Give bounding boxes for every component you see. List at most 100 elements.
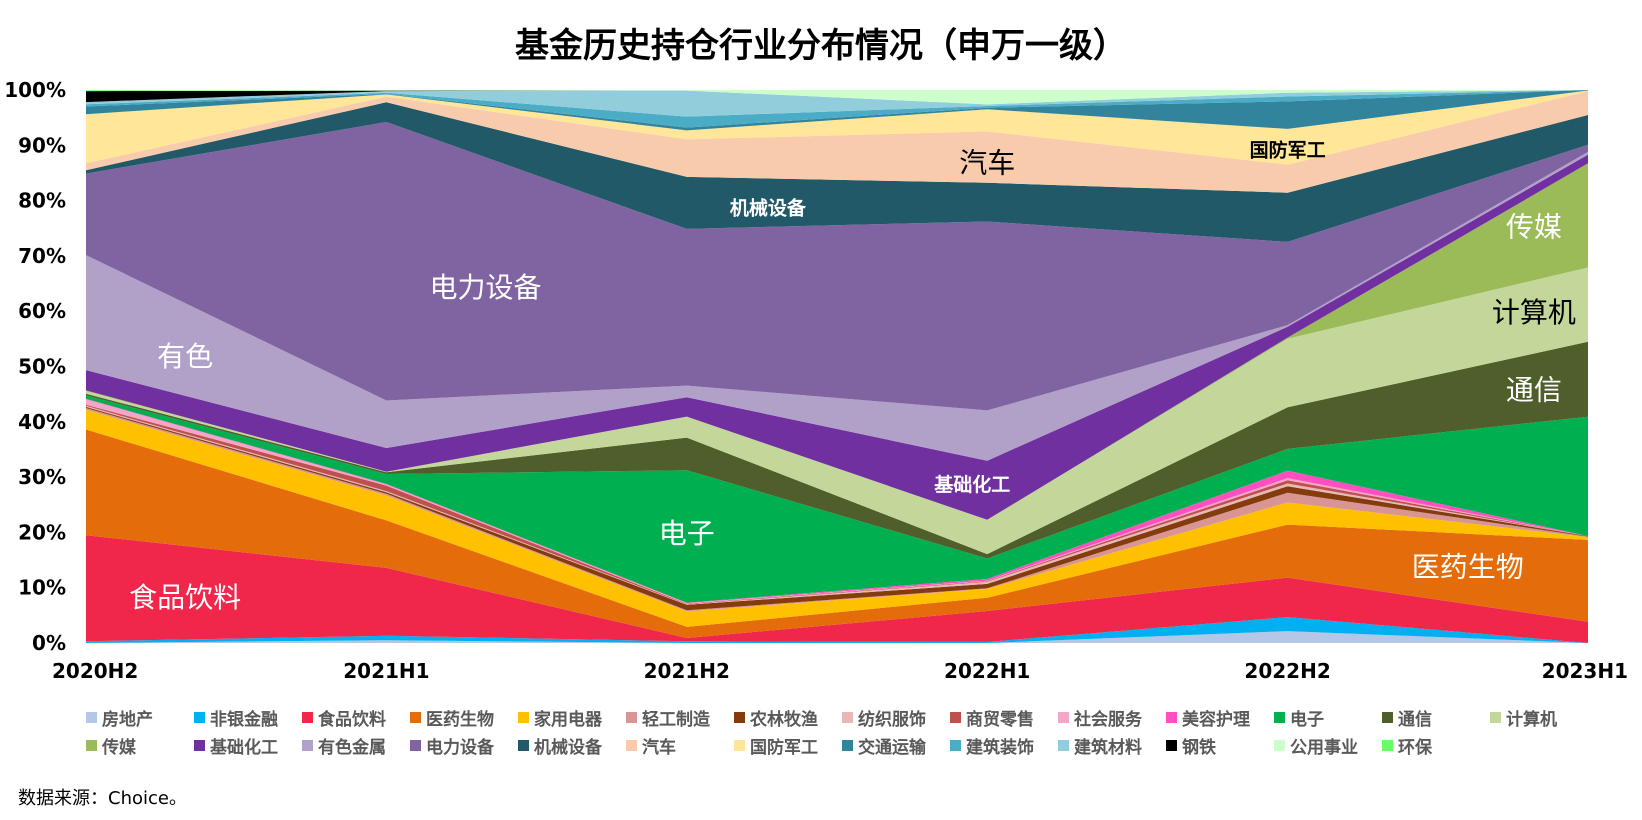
- legend-label: 农林牧渔: [750, 709, 818, 730]
- legend-label: 非银金融: [210, 709, 278, 730]
- legend-swatch: [302, 711, 313, 723]
- legend-item: 建筑装饰: [950, 734, 1058, 758]
- legend-item: 传媒: [86, 734, 194, 758]
- legend-swatch: [1274, 739, 1285, 751]
- legend-swatch: [410, 739, 421, 751]
- legend-swatch: [302, 739, 313, 751]
- legend-label: 国防军工: [750, 737, 818, 758]
- legend-swatch: [1166, 711, 1177, 723]
- legend-item: 钢铁: [1166, 734, 1274, 758]
- area-series-19: [86, 91, 1588, 193]
- legend-swatch: [86, 711, 97, 723]
- legend-swatch: [950, 739, 961, 751]
- source-note: 数据来源：Choice。: [18, 788, 187, 809]
- legend-item: 电力设备: [410, 734, 518, 758]
- y-tick-label: 60%: [18, 299, 66, 323]
- legend-label: 食品饮料: [318, 709, 386, 730]
- legend-swatch: [734, 711, 745, 723]
- area-series-25: [86, 90, 1588, 105]
- legend-label: 美容护理: [1182, 709, 1250, 730]
- x-tick-label: 2023H1: [1542, 659, 1628, 683]
- chart-title: 基金历史持仓行业分布情况（申万一级）: [515, 26, 1127, 66]
- area-series-23: [86, 90, 1588, 117]
- legend-label: 电力设备: [426, 737, 494, 758]
- legend-label: 计算机: [1506, 709, 1557, 730]
- legend-swatch: [626, 711, 637, 723]
- legend-swatch: [842, 739, 853, 751]
- legend-label: 商贸零售: [966, 709, 1034, 730]
- legend-swatch: [1382, 739, 1393, 751]
- legend-label: 轻工制造: [642, 709, 710, 730]
- legend-swatch: [86, 739, 97, 751]
- legend-swatch: [1382, 711, 1393, 723]
- legend-item: 机械设备: [518, 734, 626, 758]
- area-annotation: 食品饮料: [129, 581, 241, 614]
- legend-label: 公用事业: [1290, 737, 1358, 758]
- legend-item: 建筑材料: [1058, 734, 1166, 758]
- legend-label: 电子: [1290, 709, 1324, 730]
- legend-swatch: [1166, 739, 1177, 751]
- y-tick-label: 0%: [32, 631, 66, 655]
- area-series-18: [86, 102, 1588, 242]
- area-annotation: 电力设备: [429, 271, 541, 304]
- area-series-21: [86, 90, 1588, 131]
- x-tick-label: 2020H2: [52, 659, 138, 683]
- y-tick-label: 30%: [18, 465, 66, 489]
- area-series-20: [86, 90, 1588, 165]
- area-annotation: 有色: [157, 340, 213, 373]
- y-tick-label: 100%: [4, 78, 66, 102]
- legend-item: 汽车: [626, 734, 734, 758]
- area-series-26: [86, 90, 1588, 91]
- legend-item: 交通运输: [842, 734, 950, 758]
- legend-label: 汽车: [642, 737, 676, 758]
- legend-item: 电子: [1274, 706, 1382, 730]
- area-series-3: [86, 429, 1588, 638]
- x-axis-ticks: 2020H2 2021H1 2021H2 2022H1 2022H2 2023H1: [52, 659, 1628, 683]
- legend-item: 医药生物: [410, 706, 518, 730]
- area-annotation: 汽车: [959, 147, 1015, 180]
- x-tick-label: 2021H2: [644, 659, 730, 683]
- legend-item: 房地产: [86, 706, 194, 730]
- legend-item: 公用事业: [1274, 734, 1382, 758]
- area-annotation: 计算机: [1492, 296, 1576, 329]
- area-series-17: [86, 122, 1588, 411]
- legend-label: 医药生物: [426, 709, 494, 730]
- y-tick-label: 20%: [18, 520, 66, 544]
- legend-swatch: [194, 739, 205, 751]
- legend-label: 通信: [1398, 709, 1432, 730]
- legend-label: 建筑装饰: [966, 737, 1034, 758]
- legend-label: 家用电器: [534, 709, 602, 730]
- legend-label: 交通运输: [858, 737, 926, 758]
- legend-label: 建筑材料: [1074, 737, 1142, 758]
- legend-label: 机械设备: [534, 737, 602, 758]
- legend-item: 商贸零售: [950, 706, 1058, 730]
- legend-label: 传媒: [102, 737, 136, 758]
- legend-label: 环保: [1398, 737, 1432, 758]
- legend-label: 纺织服饰: [858, 709, 926, 730]
- legend-item: 国防军工: [734, 734, 842, 758]
- legend-item: 计算机: [1490, 706, 1598, 730]
- legend-swatch: [518, 739, 529, 751]
- area-series-1: [86, 617, 1588, 643]
- legend-item: 社会服务: [1058, 706, 1166, 730]
- legend-item: 基础化工: [194, 734, 302, 758]
- area-annotation: 医药生物: [1412, 550, 1524, 583]
- area-annotation: 通信: [1506, 373, 1562, 406]
- y-tick-label: 10%: [18, 576, 66, 600]
- x-tick-label: 2022H2: [1244, 659, 1330, 683]
- legend-swatch: [734, 739, 745, 751]
- legend-swatch: [950, 711, 961, 723]
- legend-swatch: [626, 739, 637, 751]
- area-annotation: 基础化工: [933, 473, 1010, 496]
- legend-label: 社会服务: [1074, 709, 1142, 730]
- legend-swatch: [842, 711, 853, 723]
- legend-item: 美容护理: [1166, 706, 1274, 730]
- area-series-15: [86, 154, 1588, 520]
- x-tick-label: 2021H1: [343, 659, 429, 683]
- area-series-11: [86, 395, 1588, 603]
- y-tick-label: 80%: [18, 189, 66, 213]
- area-annotation: 电子: [659, 517, 715, 550]
- legend-swatch: [1058, 739, 1069, 751]
- area-annotation: 传媒: [1506, 210, 1562, 243]
